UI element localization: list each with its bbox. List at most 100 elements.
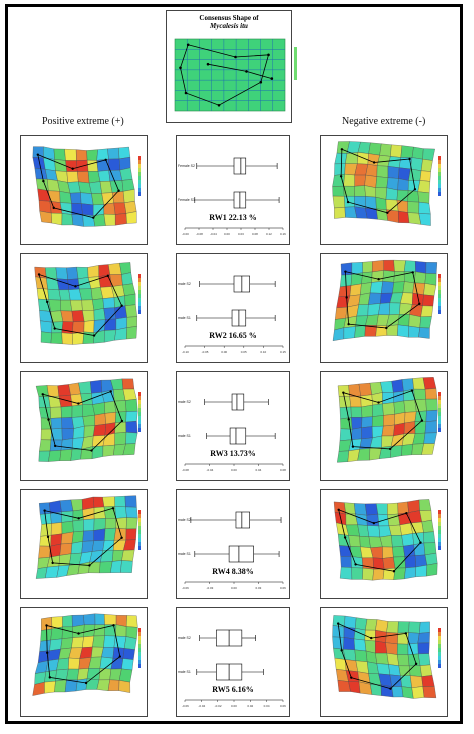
box-iqr — [228, 545, 254, 563]
color-scale-step — [138, 294, 141, 298]
deformation-cell — [123, 636, 137, 650]
color-scale-step — [438, 628, 441, 632]
color-scale-step — [138, 632, 141, 636]
consensus-panel: Consensus Shape of Mycalesis itu — [166, 10, 292, 123]
deformation-cell — [66, 266, 79, 280]
deformation-cell — [49, 638, 63, 651]
color-scale-step — [138, 180, 141, 184]
deformation-cell — [70, 499, 83, 512]
deformation-outline — [42, 391, 123, 451]
deformation-cell — [376, 663, 391, 675]
deformation-cell — [93, 528, 106, 541]
rw4-negative-deformation-panel — [320, 489, 448, 599]
rw5-boxplot-panel: male S2 male S1 -0.06 -0.04 -0.02 0.00 0.02 0.0… — [176, 607, 290, 717]
x-tick-label: -0.04 — [198, 704, 205, 708]
deformation-landmark — [52, 206, 55, 210]
deformation-landmark — [339, 175, 343, 178]
deformation-landmark — [411, 271, 414, 274]
deformation-cell — [124, 399, 138, 412]
figure-frame — [5, 4, 463, 724]
color-scale-step — [438, 168, 441, 172]
deformation-cell — [372, 260, 384, 273]
deformation-cell — [389, 302, 401, 316]
deformation-cell — [356, 304, 369, 317]
deformation-cell — [81, 299, 95, 311]
deformation-cell — [399, 522, 413, 536]
deformation-cell — [61, 332, 73, 345]
deformation-landmark — [53, 327, 56, 330]
deformation-cell — [393, 259, 406, 272]
deformation-cell — [112, 191, 125, 204]
deformation-cell — [340, 262, 353, 276]
deformation-cell — [338, 285, 352, 297]
deformation-cell — [361, 271, 373, 285]
deformation-cell — [351, 567, 364, 580]
rw3-label: RW3 13.73% — [210, 449, 256, 458]
color-scale-step — [438, 302, 441, 306]
color-scale-step — [438, 534, 441, 538]
deformation-cell — [340, 556, 352, 568]
deformation-cell — [354, 185, 366, 197]
deformation-cell — [122, 388, 137, 401]
group-label: Female S1 — [178, 198, 195, 202]
color-scale-step — [438, 290, 441, 294]
x-tick-label: 0.00 — [231, 586, 237, 590]
deformation-cell — [66, 171, 79, 183]
deformation-cell — [415, 564, 427, 578]
deformation-cell — [422, 686, 437, 699]
deformation-cell — [82, 310, 95, 322]
deformation-cell — [419, 316, 432, 329]
deformation-cell — [88, 181, 102, 194]
deformation-cell — [61, 213, 74, 226]
deformation-cell — [403, 260, 416, 272]
deformation-cell — [80, 203, 94, 216]
deformation-cell — [103, 213, 116, 226]
deformation-cell — [107, 679, 120, 691]
deformation-cell — [354, 174, 366, 187]
deformation-cell — [387, 166, 400, 179]
deformation-cell — [104, 518, 116, 529]
deformation-cell — [66, 668, 79, 681]
deformation-cell — [418, 213, 431, 226]
deformation-cell — [83, 613, 96, 625]
deformation-cell — [61, 626, 74, 639]
color-scale-step — [438, 172, 441, 176]
deformation-cell — [423, 432, 437, 444]
positive-heading: Positive extreme (+) — [42, 116, 124, 127]
deformation-cell — [91, 540, 105, 552]
deformation-cell — [382, 402, 395, 416]
deformation-cell — [88, 561, 101, 574]
deformation-landmark — [350, 676, 353, 679]
deformation-cell — [121, 549, 135, 562]
deformation-cell — [46, 385, 60, 397]
deformation-cell — [402, 281, 415, 294]
deformation-landmark — [46, 651, 49, 655]
deformation-landmark — [413, 188, 417, 191]
deformation-cell — [334, 657, 347, 671]
rw1-positive-deformation-grid — [32, 146, 141, 227]
deformation-cell — [58, 289, 71, 301]
color-scale-step — [138, 168, 141, 172]
deformation-cell — [125, 517, 138, 530]
color-scale-step — [138, 652, 141, 656]
deformation-cell — [407, 190, 420, 203]
color-scale-step — [438, 310, 441, 314]
deformation-cell — [103, 635, 116, 648]
deformation-landmark — [90, 449, 93, 452]
color-scale-step — [138, 416, 141, 420]
deformation-cell — [349, 395, 362, 408]
deformation-cell — [72, 624, 85, 638]
deformation-cell — [334, 152, 348, 165]
deformation-cell — [332, 636, 345, 650]
deformation-cell — [94, 613, 105, 625]
deformation-cell — [124, 495, 137, 508]
deformation-outline — [46, 624, 121, 684]
deformation-cell — [343, 173, 355, 187]
deformation-cell — [343, 637, 355, 651]
color-scale-step — [138, 664, 141, 668]
deformation-cell — [65, 160, 78, 172]
color-scale-step — [438, 396, 441, 400]
deformation-cell — [44, 669, 57, 683]
deformation-cell — [337, 533, 351, 547]
deformation-cell — [125, 615, 138, 628]
